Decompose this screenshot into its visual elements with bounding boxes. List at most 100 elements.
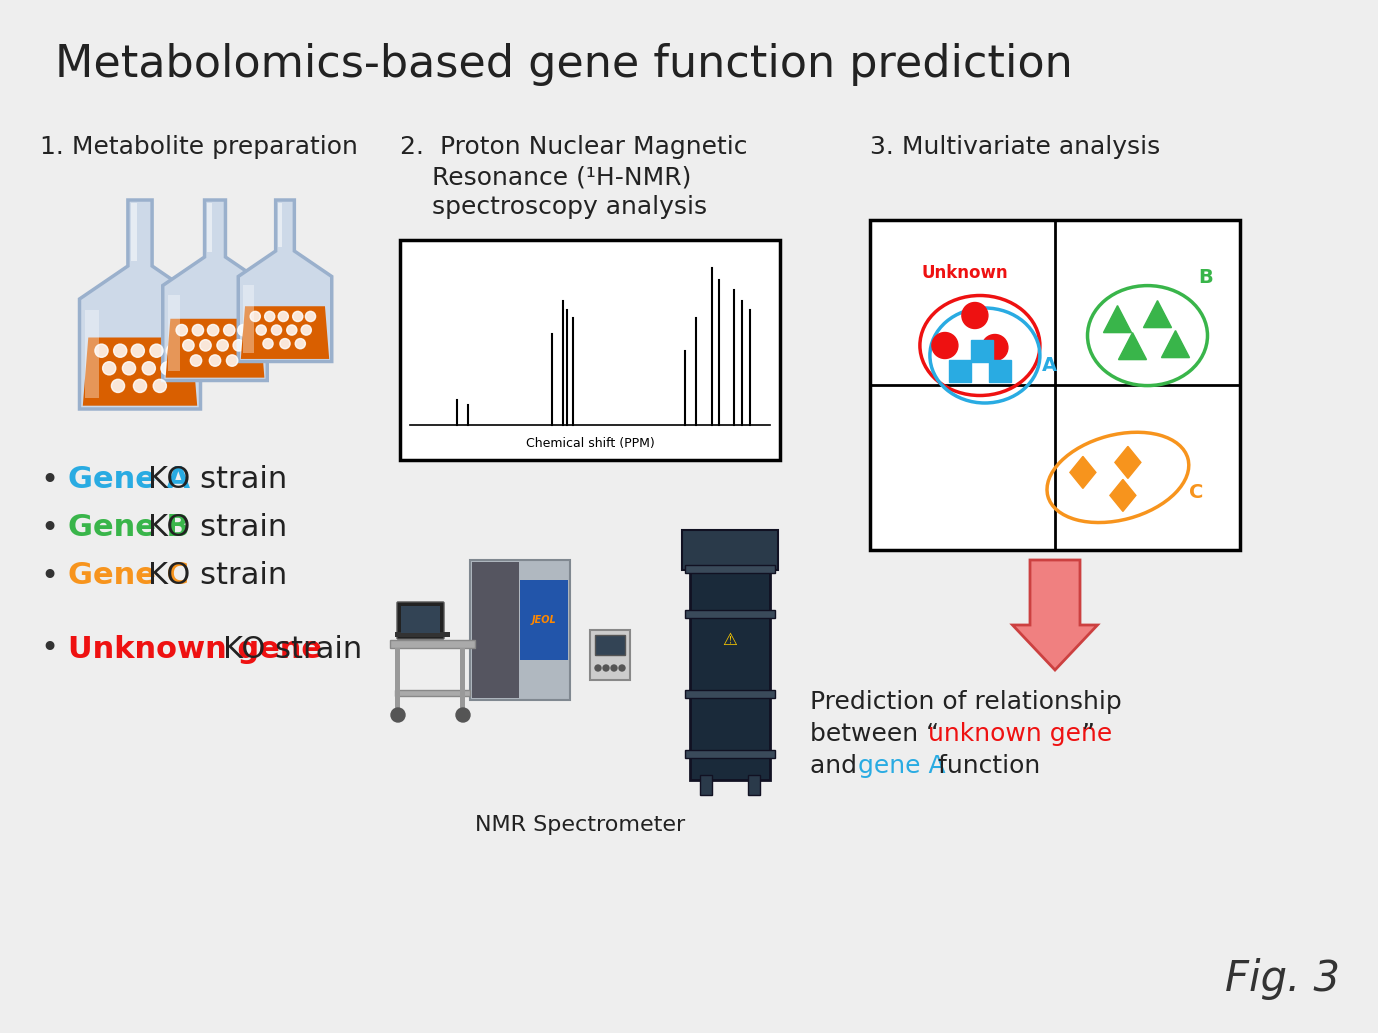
- Bar: [520, 580, 568, 660]
- Circle shape: [295, 339, 306, 349]
- Circle shape: [200, 340, 211, 351]
- Text: A: A: [1042, 356, 1057, 375]
- Circle shape: [102, 362, 116, 375]
- Polygon shape: [1119, 333, 1146, 359]
- Text: B: B: [1197, 269, 1213, 287]
- Text: 3. Multivariate analysis: 3. Multivariate analysis: [870, 135, 1160, 159]
- Circle shape: [95, 344, 107, 357]
- Circle shape: [265, 311, 274, 321]
- FancyBboxPatch shape: [397, 602, 444, 639]
- Text: Prediction of relationship: Prediction of relationship: [810, 690, 1122, 714]
- Bar: [473, 562, 520, 698]
- Bar: [949, 359, 971, 381]
- Circle shape: [176, 324, 187, 336]
- Text: between “: between “: [810, 722, 940, 746]
- Bar: [470, 560, 570, 700]
- Bar: [685, 565, 774, 573]
- Circle shape: [142, 362, 156, 375]
- Text: Gene B: Gene B: [68, 513, 190, 542]
- Circle shape: [161, 362, 174, 375]
- Polygon shape: [1104, 306, 1131, 333]
- Circle shape: [223, 324, 236, 336]
- Polygon shape: [208, 202, 212, 252]
- Bar: [685, 611, 774, 618]
- Text: JEOL: JEOL: [532, 615, 557, 625]
- Circle shape: [932, 333, 958, 358]
- Bar: [460, 648, 464, 718]
- Text: spectroscopy analysis: spectroscopy analysis: [400, 195, 707, 219]
- Circle shape: [287, 325, 296, 335]
- Circle shape: [456, 708, 470, 722]
- Bar: [685, 690, 774, 698]
- Bar: [395, 632, 451, 637]
- Polygon shape: [1144, 301, 1171, 327]
- Circle shape: [150, 344, 163, 357]
- Polygon shape: [1115, 446, 1141, 478]
- Bar: [395, 690, 470, 696]
- Bar: [989, 359, 1011, 381]
- Text: Chemical shift (PPM): Chemical shift (PPM): [525, 437, 655, 450]
- Circle shape: [619, 665, 626, 671]
- Circle shape: [302, 325, 311, 335]
- Polygon shape: [243, 285, 254, 353]
- Circle shape: [153, 379, 167, 393]
- Circle shape: [292, 311, 303, 321]
- Text: ⚠: ⚠: [722, 631, 737, 649]
- Bar: [400, 240, 780, 460]
- Text: ”: ”: [1082, 722, 1096, 746]
- Circle shape: [167, 344, 179, 357]
- Circle shape: [113, 344, 127, 357]
- Text: Gene A: Gene A: [68, 466, 190, 495]
- Circle shape: [238, 324, 249, 336]
- Circle shape: [278, 311, 288, 321]
- Bar: [700, 775, 712, 795]
- Polygon shape: [80, 200, 201, 409]
- Text: Unknown: Unknown: [922, 264, 1009, 282]
- Text: •: •: [40, 513, 58, 542]
- Text: 2.  Proton Nuclear Magnetic: 2. Proton Nuclear Magnetic: [400, 135, 747, 159]
- Bar: [595, 635, 626, 655]
- Circle shape: [131, 344, 145, 357]
- Circle shape: [280, 339, 291, 349]
- Bar: [401, 606, 440, 633]
- Text: KO strain: KO strain: [223, 634, 362, 663]
- Bar: [682, 530, 779, 570]
- Polygon shape: [85, 310, 99, 398]
- Circle shape: [123, 362, 135, 375]
- Polygon shape: [1109, 479, 1135, 511]
- Text: KO strain: KO strain: [147, 562, 287, 591]
- Text: •: •: [40, 466, 58, 495]
- Circle shape: [983, 335, 1007, 361]
- Circle shape: [190, 355, 201, 367]
- Polygon shape: [238, 200, 332, 362]
- Text: Resonance (¹H-NMR): Resonance (¹H-NMR): [400, 165, 692, 189]
- Bar: [690, 560, 770, 780]
- Bar: [395, 648, 400, 718]
- Circle shape: [610, 665, 617, 671]
- Polygon shape: [1069, 457, 1096, 489]
- Circle shape: [216, 340, 229, 351]
- Bar: [971, 340, 994, 362]
- Circle shape: [271, 325, 281, 335]
- Circle shape: [391, 708, 405, 722]
- Circle shape: [226, 355, 238, 367]
- Text: function: function: [930, 754, 1040, 778]
- Text: gene A: gene A: [858, 754, 945, 778]
- Text: 1. Metabolite preparation: 1. Metabolite preparation: [40, 135, 358, 159]
- Polygon shape: [1013, 560, 1097, 670]
- Text: unknown gene: unknown gene: [927, 722, 1112, 746]
- Circle shape: [208, 324, 219, 336]
- Text: Fig. 3: Fig. 3: [1225, 958, 1339, 1000]
- Text: •: •: [40, 634, 58, 663]
- Text: KO strain: KO strain: [147, 513, 287, 542]
- Text: NMR Spectrometer: NMR Spectrometer: [475, 815, 685, 835]
- Circle shape: [251, 311, 260, 321]
- Polygon shape: [165, 319, 265, 378]
- Circle shape: [962, 303, 988, 328]
- Polygon shape: [131, 204, 136, 260]
- Circle shape: [595, 665, 601, 671]
- Bar: [748, 775, 761, 795]
- Circle shape: [256, 325, 266, 335]
- Text: KO strain: KO strain: [147, 466, 287, 495]
- Polygon shape: [278, 202, 282, 247]
